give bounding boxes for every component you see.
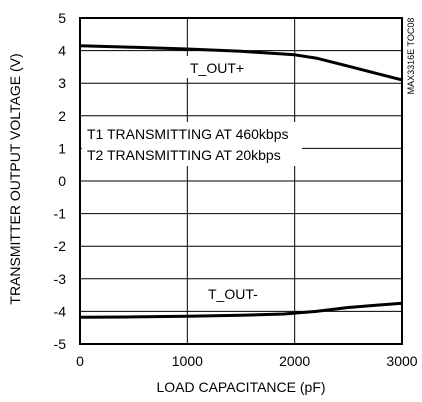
- series-label-tout-minus: T_OUT-: [208, 286, 258, 302]
- annotation-t1: T1 TRANSMITTING AT 460kbps: [87, 126, 289, 142]
- y-tick-label: 5: [58, 10, 66, 26]
- x-tick-label: 2000: [279, 353, 310, 369]
- annotation-mask-tout-plus: [186, 56, 272, 78]
- annotation-mask-conditions: [82, 122, 302, 166]
- y-tick-label: -5: [54, 336, 67, 352]
- y-tick-label: 3: [58, 75, 66, 91]
- y-tick-label: 0: [58, 173, 66, 189]
- plot-frame: [79, 17, 403, 345]
- y-tick-label: -3: [54, 271, 67, 287]
- y-tick-label: 1: [58, 140, 66, 156]
- annotation-mask-tout-minus: [205, 282, 285, 304]
- y-tick-label: -1: [54, 206, 67, 222]
- y-tick-label: -4: [54, 303, 67, 319]
- series-line-1: [79, 301, 403, 319]
- y-tick-labels: 5 4 3 2 1 0 -1 -2 -3 -4 -5: [54, 10, 67, 352]
- series-group: [79, 44, 403, 319]
- x-tick-label: 0: [76, 353, 84, 369]
- x-tick-labels: 0 1000 2000 3000: [76, 353, 418, 369]
- y-tick-label: -2: [54, 238, 67, 254]
- y-axis-label: TRANSMITTER OUTPUT VOLTAGE (V): [7, 53, 23, 304]
- annotation-t2: T2 TRANSMITTING AT 20kbps: [87, 147, 281, 163]
- series-line-0: [79, 44, 403, 82]
- figure-code: MAX3316E TOC08: [406, 18, 416, 95]
- y-tick-label: 2: [58, 108, 66, 124]
- x-tick-label: 1000: [172, 353, 203, 369]
- series-label-tout-plus: T_OUT+: [190, 60, 244, 76]
- x-tick-label: 3000: [386, 353, 417, 369]
- y-tick-label: 4: [58, 43, 66, 59]
- x-axis-label: LOAD CAPACITANCE (pF): [156, 379, 325, 395]
